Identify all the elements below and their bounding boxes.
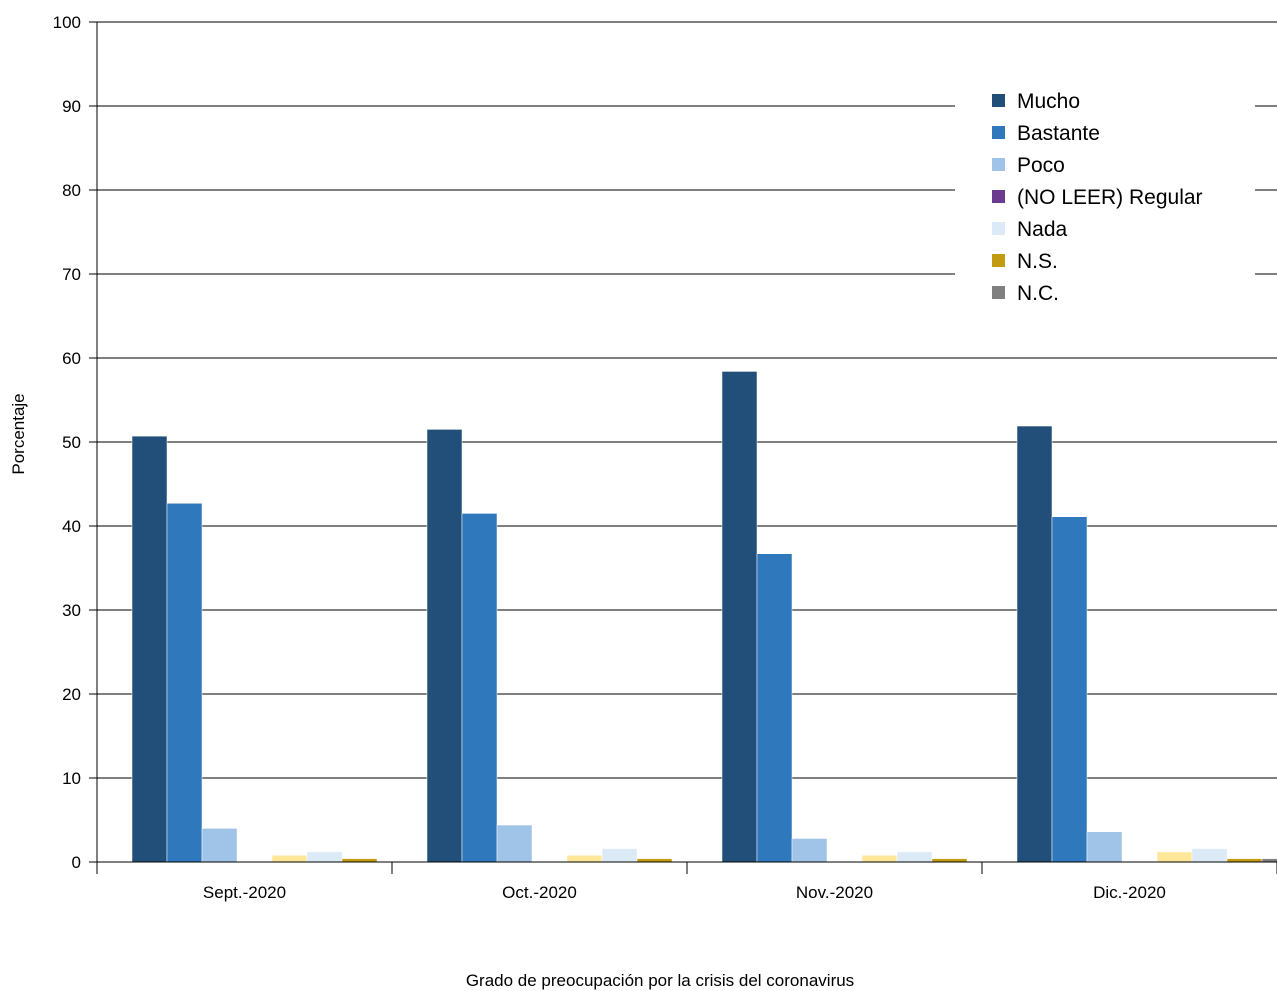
gridlines	[97, 21, 1277, 779]
bar	[461, 513, 498, 863]
bar	[131, 435, 168, 863]
y-tick-label: 0	[72, 853, 81, 872]
bar	[721, 371, 758, 863]
legend-swatch	[992, 222, 1005, 235]
bar	[1261, 858, 1277, 863]
bar	[756, 553, 793, 863]
legend-label: Nada	[1017, 218, 1068, 241]
bar	[896, 851, 933, 863]
bar	[201, 828, 238, 863]
bar	[791, 838, 828, 863]
x-axis-title: Grado de preocupación por la crisis del …	[466, 971, 854, 990]
bar	[1051, 516, 1088, 863]
y-tick-label: 20	[62, 685, 81, 704]
legend-label: Poco	[1017, 154, 1065, 177]
x-tick-label: Dic.-2020	[1093, 883, 1166, 902]
y-tick-label: 10	[62, 769, 81, 788]
x-tick-label: Nov.-2020	[796, 883, 873, 902]
x-tick-label: Sept.-2020	[203, 883, 286, 902]
bar	[1226, 858, 1263, 863]
legend-swatch	[992, 286, 1005, 299]
bar	[931, 858, 968, 863]
legend-label: Bastante	[1017, 122, 1100, 145]
bar	[426, 429, 463, 863]
legend-swatch	[992, 94, 1005, 107]
y-axis-title: Porcentaje	[9, 393, 28, 474]
y-tick-label: 100	[53, 13, 81, 32]
legend-label: N.S.	[1017, 250, 1058, 273]
bar	[601, 848, 638, 863]
legend-swatch	[992, 190, 1005, 203]
bar	[1191, 848, 1228, 863]
legend-swatch	[992, 158, 1005, 171]
bar	[566, 855, 603, 863]
bar-series	[131, 371, 1277, 863]
bar	[1016, 425, 1053, 863]
y-tick-label: 90	[62, 97, 81, 116]
axes	[96, 22, 1277, 874]
legend-label: N.C.	[1017, 282, 1059, 305]
bar	[861, 855, 898, 863]
legend: Mucho Bastante Poco (NO LEER) Regular Nada N.…	[992, 90, 1203, 305]
y-tick-label: 60	[62, 349, 81, 368]
bar	[1086, 831, 1123, 863]
bar	[496, 824, 533, 863]
legend-label: Mucho	[1017, 90, 1080, 113]
y-tick-label: 30	[62, 601, 81, 620]
bar	[271, 855, 308, 863]
y-tick-label: 70	[62, 265, 81, 284]
y-tick-label: 80	[62, 181, 81, 200]
x-tick-label: Oct.-2020	[502, 883, 577, 902]
legend-swatch	[992, 126, 1005, 139]
bar	[1156, 851, 1193, 863]
y-axis-tick-labels: 0 10 20 30 40 50 60 70 80 90 100	[53, 13, 97, 872]
y-tick-label: 50	[62, 433, 81, 452]
legend-label: (NO LEER) Regular	[1017, 186, 1203, 209]
y-tick-label: 40	[62, 517, 81, 536]
bar	[636, 858, 673, 863]
bar	[166, 503, 203, 863]
x-axis-tick-labels: Sept.-2020 Oct.-2020 Nov.-2020 Dic.-2020	[203, 883, 1166, 902]
bar	[341, 858, 378, 863]
legend-swatch	[992, 254, 1005, 267]
bar	[306, 851, 343, 863]
